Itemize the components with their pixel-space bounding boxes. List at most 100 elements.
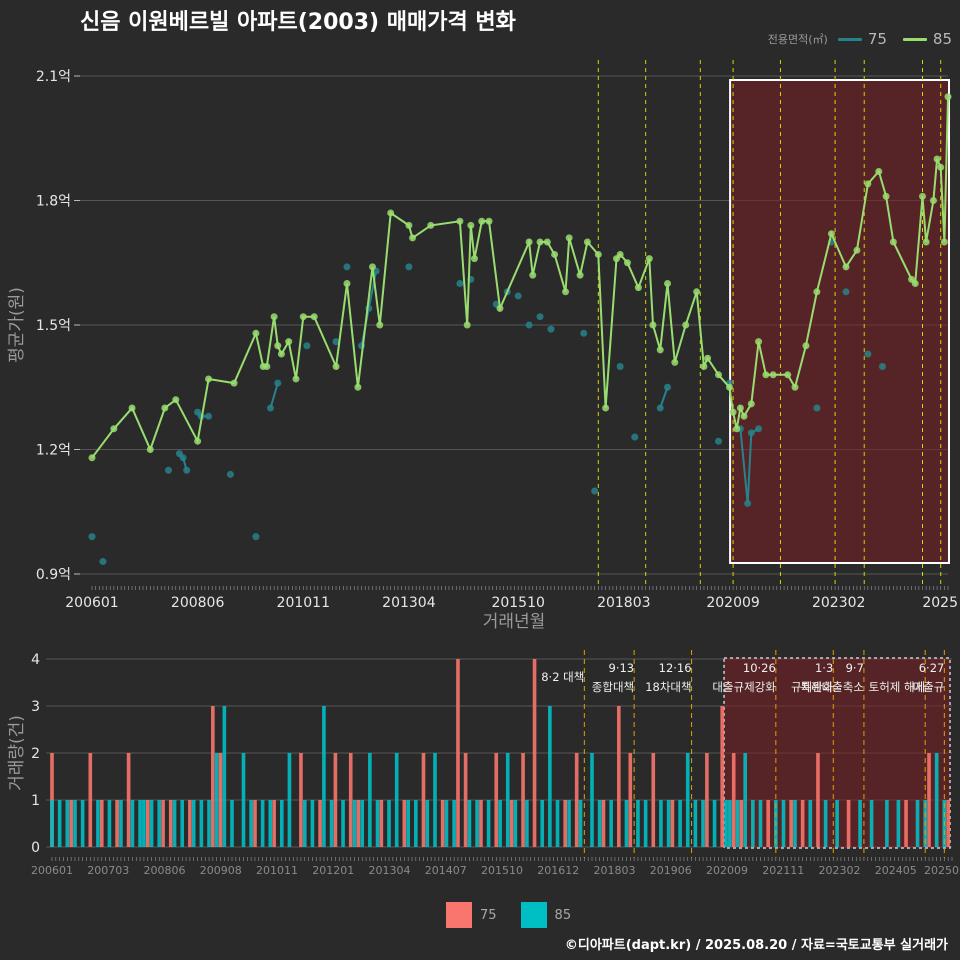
volume-bar-85 — [191, 800, 196, 847]
volume-bar-85 — [322, 706, 326, 847]
volume-x-tick-label: 201201 — [312, 864, 354, 877]
series-75-point — [715, 437, 723, 445]
volume-bar-75 — [816, 753, 820, 847]
volume-bar-85 — [513, 800, 518, 847]
volume-bar-85 — [329, 800, 334, 847]
series-85-point — [354, 383, 362, 391]
volume-bar-85 — [693, 800, 698, 847]
volume-bar-85 — [915, 800, 920, 847]
volume-bar-85 — [896, 800, 901, 847]
x-tick-label: 201803 — [597, 595, 650, 611]
series-85-point — [634, 284, 642, 292]
x-tick-label: 2025 — [922, 595, 958, 611]
series-85-point — [427, 221, 435, 229]
series-85-point — [736, 404, 744, 412]
series-75-point — [664, 383, 672, 391]
legend-label-85: 85 — [932, 30, 952, 48]
volume-bar-85 — [80, 800, 85, 847]
policy-annotation: 12·16 — [659, 661, 692, 675]
volume-bar-85 — [57, 800, 62, 847]
volume-bar-85 — [793, 800, 797, 847]
series-85-point — [755, 338, 763, 346]
series-75-point — [813, 404, 821, 412]
volume-bar-75 — [88, 753, 93, 847]
series-85-point — [343, 280, 351, 287]
policy-annotation: 대출규 — [913, 680, 945, 694]
y-axis-title: 평균가(원) — [7, 287, 27, 363]
volume-bar-85 — [735, 800, 740, 847]
series-75-line — [659, 386, 669, 409]
volume-bar-75 — [789, 800, 793, 847]
series-75-point — [456, 280, 464, 287]
series-85-point — [842, 263, 850, 271]
series-85-point — [405, 221, 413, 229]
series-85-point — [616, 250, 624, 258]
volume-bar-75 — [720, 706, 725, 847]
volume-x-tick-label: 201612 — [537, 864, 579, 877]
volume-bar-85 — [214, 753, 219, 847]
volume-bar-85 — [835, 800, 839, 847]
volume-x-tick-label: 20250 — [924, 864, 959, 877]
volume-x-tick-label: 200601 — [31, 864, 73, 877]
series-85-point — [88, 454, 96, 462]
volume-bar-85 — [858, 800, 862, 847]
volume-bar-85 — [701, 800, 705, 847]
volume-bar-75 — [272, 800, 276, 847]
volume-bar-85 — [548, 706, 552, 847]
series-85-point — [791, 383, 799, 391]
volume-bar-85 — [659, 800, 663, 847]
volume-bar-85 — [808, 800, 813, 847]
volume-bar-75 — [402, 800, 407, 847]
volume-x-tick-label: 201407 — [425, 864, 467, 877]
series-85-point — [911, 280, 919, 287]
series-85-point — [704, 354, 712, 362]
volume-bar-75 — [356, 800, 361, 847]
series-85-point — [649, 321, 657, 329]
volume-y-tick-label: 0 — [31, 840, 40, 856]
volume-bar-85 — [180, 800, 185, 847]
volume-x-tick-label: 202405 — [875, 864, 917, 877]
series-85-point — [729, 408, 737, 416]
series-85-point — [161, 404, 169, 412]
volume-bar-85 — [678, 800, 682, 847]
series-75-point — [88, 533, 96, 541]
volume-bar-75 — [253, 800, 257, 847]
x-tick-label: 200601 — [65, 595, 118, 611]
volume-bar-75 — [705, 753, 709, 847]
series-85-point — [270, 313, 278, 321]
series-75-point — [536, 313, 544, 321]
series-85-point — [485, 217, 493, 225]
series-85-point — [525, 238, 533, 246]
volume-bar-75 — [188, 800, 192, 847]
series-75-point — [755, 425, 763, 433]
x-tick-label: 201011 — [277, 595, 330, 611]
volume-x-tick-label: 201803 — [594, 864, 636, 877]
volume-bar-75 — [99, 800, 104, 847]
policy-annotation: 9·7 — [846, 661, 864, 675]
volume-x-tick-label: 202111 — [762, 864, 804, 877]
volume-bar-85 — [241, 753, 246, 847]
volume-bar-85 — [50, 800, 54, 847]
series-85-point — [889, 238, 897, 246]
volume-bar-85 — [130, 800, 135, 847]
series-85-point — [263, 363, 271, 370]
volume-y-tick-label: 3 — [31, 699, 40, 715]
footer-credit: ©디아파트(dapt.kr) / 2025.08.20 / 자료=국토교통부 실… — [564, 938, 948, 953]
volume-bar-85 — [475, 800, 479, 847]
series-85-point — [576, 271, 584, 279]
series-85-point — [922, 238, 930, 246]
volume-y-tick-label: 1 — [31, 793, 40, 809]
policy-annotation: 9·13 — [609, 661, 635, 675]
legend-caption: 전용면적(㎡) — [767, 33, 828, 46]
series-85-point — [285, 338, 293, 346]
volume-bar-85 — [207, 800, 211, 847]
volume-bar-85 — [643, 800, 648, 847]
series-85-point — [172, 396, 180, 404]
volume-bar-85 — [712, 800, 717, 847]
volume-bar-85 — [425, 800, 430, 847]
volume-bar-75 — [946, 800, 950, 847]
series-75-point — [266, 404, 274, 412]
volume-bar-85 — [540, 800, 545, 847]
volume-bar-75 — [479, 800, 483, 847]
